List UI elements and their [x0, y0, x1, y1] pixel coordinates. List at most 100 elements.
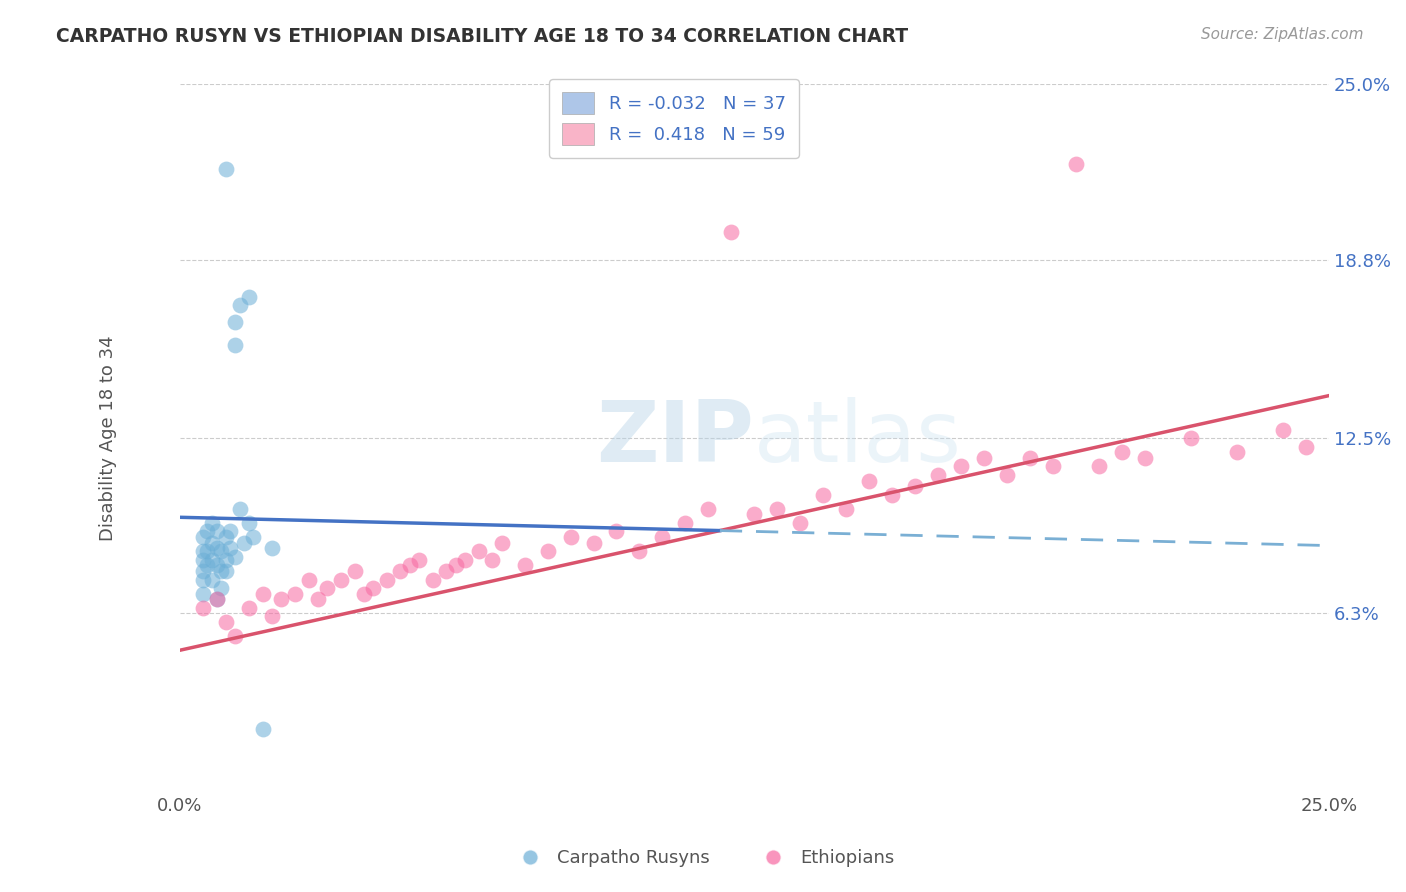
Point: [1180, 431, 1202, 445]
Point: [233, 535, 256, 549]
Point: [238, 600, 260, 615]
Point: [252, 587, 274, 601]
Point: [201, 573, 224, 587]
Point: [224, 315, 246, 329]
Point: [628, 544, 651, 558]
Point: [361, 581, 384, 595]
Text: CARPATHO RUSYN VS ETHIOPIAN DISABILITY AGE 18 TO 34 CORRELATION CHART: CARPATHO RUSYN VS ETHIOPIAN DISABILITY A…: [56, 27, 908, 45]
Point: [270, 592, 292, 607]
Point: [1019, 450, 1042, 465]
Point: [209, 564, 232, 578]
Legend: Carpatho Rusyns, Ethiopians: Carpatho Rusyns, Ethiopians: [505, 842, 901, 874]
Point: [766, 501, 789, 516]
Point: [835, 501, 858, 516]
Y-axis label: Disability Age 18 to 34: Disability Age 18 to 34: [100, 335, 117, 541]
Point: [224, 629, 246, 643]
Text: Source: ZipAtlas.com: Source: ZipAtlas.com: [1201, 27, 1364, 42]
Point: [491, 535, 513, 549]
Point: [1295, 440, 1317, 454]
Point: [353, 587, 375, 601]
Point: [720, 225, 742, 239]
Point: [197, 524, 219, 539]
Point: [454, 552, 477, 566]
Point: [651, 530, 673, 544]
Point: [215, 552, 238, 566]
Point: [191, 600, 214, 615]
Point: [444, 558, 467, 573]
Point: [191, 564, 214, 578]
Point: [536, 544, 558, 558]
Point: [205, 592, 228, 607]
Point: [238, 516, 260, 530]
Point: [228, 298, 250, 312]
Point: [191, 573, 214, 587]
Point: [242, 530, 264, 544]
Point: [228, 501, 250, 516]
Point: [205, 541, 228, 556]
Point: [927, 467, 949, 482]
Point: [197, 544, 219, 558]
Point: [1111, 445, 1133, 459]
Point: [224, 337, 246, 351]
Point: [1226, 445, 1249, 459]
Point: [1133, 450, 1156, 465]
Point: [343, 564, 366, 578]
Point: [201, 552, 224, 566]
Point: [744, 508, 766, 522]
Point: [422, 573, 444, 587]
Point: [201, 516, 224, 530]
Point: [284, 587, 307, 601]
Point: [201, 535, 224, 549]
Point: [1064, 156, 1087, 170]
Point: [205, 524, 228, 539]
Point: [789, 516, 811, 530]
Point: [1271, 423, 1294, 437]
Point: [205, 558, 228, 573]
Point: [1042, 459, 1064, 474]
Point: [215, 530, 238, 544]
Point: [513, 558, 536, 573]
Point: [316, 581, 339, 595]
Point: [375, 573, 398, 587]
Point: [605, 524, 627, 539]
Point: [252, 723, 274, 737]
Point: [675, 516, 697, 530]
Point: [297, 573, 319, 587]
Point: [238, 290, 260, 304]
Point: [995, 467, 1018, 482]
Point: [219, 524, 242, 539]
Legend: R = -0.032   N = 37, R =  0.418   N = 59: R = -0.032 N = 37, R = 0.418 N = 59: [550, 79, 799, 158]
Point: [209, 544, 232, 558]
Point: [813, 488, 835, 502]
Point: [215, 564, 238, 578]
Point: [191, 530, 214, 544]
Point: [191, 587, 214, 601]
Point: [436, 564, 458, 578]
Point: [260, 609, 283, 624]
Point: [697, 501, 720, 516]
Point: [582, 535, 605, 549]
Point: [191, 544, 214, 558]
Point: [389, 564, 412, 578]
Point: [882, 488, 904, 502]
Point: [858, 474, 880, 488]
Point: [904, 479, 927, 493]
Point: [950, 459, 973, 474]
Point: [560, 530, 582, 544]
Point: [219, 541, 242, 556]
Point: [408, 552, 430, 566]
Point: [1088, 459, 1111, 474]
Point: [329, 573, 352, 587]
Point: [209, 581, 232, 595]
Point: [260, 541, 283, 556]
Point: [307, 592, 329, 607]
Point: [215, 615, 238, 629]
Point: [973, 450, 995, 465]
Point: [481, 552, 503, 566]
Text: ZIP: ZIP: [596, 397, 755, 480]
Point: [215, 162, 238, 177]
Point: [205, 592, 228, 607]
Point: [197, 558, 219, 573]
Point: [191, 552, 214, 566]
Text: atlas: atlas: [755, 397, 962, 480]
